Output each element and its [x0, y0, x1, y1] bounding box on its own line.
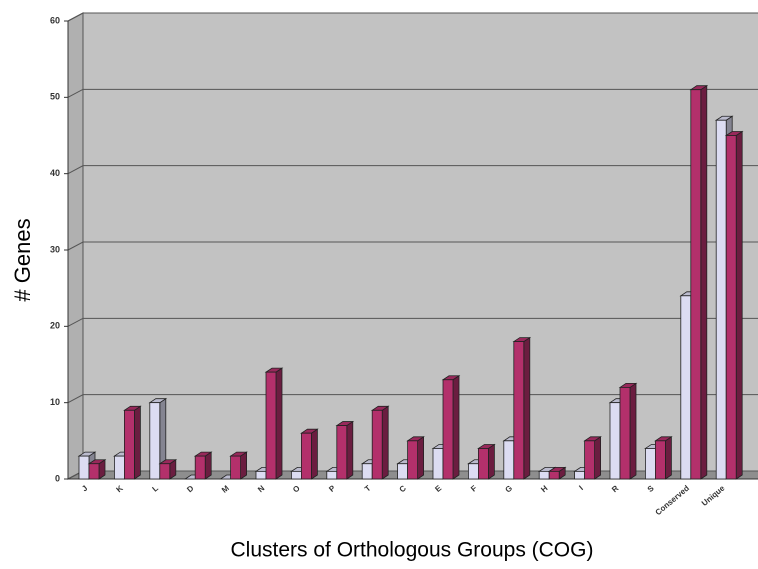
- bar: [467, 463, 479, 480]
- bar-side: [133, 405, 141, 480]
- y-tick-label: 50: [50, 92, 60, 102]
- x-tick-label: C: [398, 483, 408, 494]
- bar: [230, 455, 242, 480]
- bar-side: [417, 436, 425, 480]
- x-tick-label: E: [433, 483, 443, 494]
- x-tick-label: F: [469, 484, 479, 494]
- bar: [725, 135, 737, 480]
- x-tick-label: I: [577, 484, 584, 492]
- bar: [255, 470, 267, 480]
- x-tick-label: R: [610, 483, 620, 494]
- bar-side: [381, 405, 389, 480]
- bar-side: [629, 382, 637, 480]
- bar: [619, 386, 631, 480]
- grid-line: [67, 317, 758, 327]
- y-tick-label: 20: [50, 321, 60, 331]
- bar-side: [310, 428, 318, 480]
- x-tick-label: H: [539, 483, 549, 494]
- bar-side: [523, 336, 531, 480]
- x-tick-label: S: [646, 483, 656, 494]
- bar-side: [275, 367, 283, 480]
- bar: [397, 463, 409, 480]
- bar: [336, 425, 348, 480]
- bar: [548, 470, 560, 480]
- grid-line: [67, 241, 758, 251]
- bar-side: [700, 84, 708, 480]
- bar: [290, 470, 302, 480]
- bar-side: [346, 420, 354, 480]
- x-tick-label: G: [504, 484, 515, 495]
- bar: [124, 409, 135, 480]
- x-tick-label: M: [220, 483, 231, 494]
- bar-side: [735, 130, 743, 480]
- bar: [680, 295, 692, 480]
- bar-side: [204, 451, 212, 480]
- x-tick-label: D: [185, 483, 195, 494]
- bar: [715, 119, 727, 480]
- bar-side: [452, 375, 460, 480]
- y-tick-label: 60: [50, 15, 60, 25]
- bar: [655, 440, 666, 480]
- bar: [326, 470, 338, 480]
- bar: [584, 440, 595, 480]
- x-tick-label: T: [363, 484, 373, 494]
- bar: [159, 463, 171, 480]
- y-tick-label: 40: [50, 168, 60, 178]
- x-tick-label: L: [151, 484, 161, 494]
- grid-line: [67, 12, 758, 22]
- bar-side: [594, 436, 601, 480]
- grid-line: [67, 165, 758, 175]
- bar: [88, 463, 100, 480]
- bar: [538, 470, 550, 480]
- bar: [300, 432, 312, 480]
- y-axis-title: # Genes: [10, 218, 35, 301]
- bar-side: [487, 443, 495, 480]
- bar: [407, 440, 419, 480]
- x-tick-label: K: [114, 483, 124, 494]
- bar: [194, 455, 206, 480]
- x-tick-label: P: [327, 483, 337, 494]
- x-tick-label: Conserved: [654, 484, 692, 518]
- bar: [114, 455, 125, 480]
- bar: [645, 448, 656, 480]
- x-tick-label: N: [256, 483, 266, 494]
- bar: [442, 379, 454, 480]
- bar: [265, 371, 277, 480]
- bar: [432, 448, 444, 480]
- bar: [78, 455, 90, 480]
- y-tick-label: 30: [50, 244, 60, 254]
- bar-side: [665, 436, 672, 480]
- bar: [609, 402, 621, 480]
- bar: [513, 341, 525, 480]
- x-axis-title: Clusters of Orthologous Groups (COG): [231, 539, 594, 562]
- bar-side: [240, 451, 248, 480]
- grid-line: [67, 88, 758, 98]
- bar: [503, 440, 515, 480]
- bar: [361, 463, 373, 480]
- bar: [371, 409, 383, 480]
- bar: [149, 402, 161, 480]
- bar: [574, 470, 585, 480]
- bar: [477, 448, 489, 480]
- bar: [690, 89, 702, 480]
- x-tick-label: O: [291, 484, 302, 495]
- x-tick-label: Unique: [700, 483, 727, 508]
- y-tick-label: 10: [50, 397, 60, 407]
- x-tick-label: J: [80, 484, 89, 494]
- grid-line: [67, 394, 758, 404]
- y-tick-label: 0: [55, 473, 60, 483]
